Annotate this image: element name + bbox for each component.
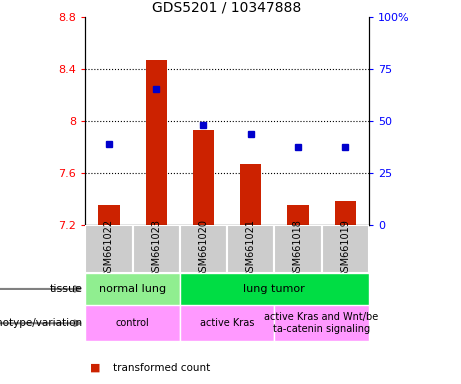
Bar xyxy=(85,305,180,341)
Text: tissue: tissue xyxy=(50,284,83,294)
Bar xyxy=(240,164,261,225)
Bar xyxy=(180,225,227,273)
Text: normal lung: normal lung xyxy=(99,284,166,294)
Text: GSM661020: GSM661020 xyxy=(198,219,208,278)
Bar xyxy=(85,273,180,305)
Text: lung tumor: lung tumor xyxy=(243,284,305,294)
Text: GSM661023: GSM661023 xyxy=(151,219,161,278)
Bar xyxy=(133,225,180,273)
Text: transformed count: transformed count xyxy=(113,363,210,373)
Bar xyxy=(98,205,119,225)
Text: active Kras: active Kras xyxy=(200,318,254,328)
Bar xyxy=(193,130,214,225)
Text: genotype/variation: genotype/variation xyxy=(0,318,83,328)
Title: GDS5201 / 10347888: GDS5201 / 10347888 xyxy=(153,1,301,15)
Text: control: control xyxy=(116,318,149,328)
Bar xyxy=(146,60,167,225)
Bar xyxy=(180,305,274,341)
Bar xyxy=(274,305,369,341)
Bar xyxy=(85,225,133,273)
Text: GSM661019: GSM661019 xyxy=(340,219,350,278)
Bar xyxy=(287,205,308,225)
Text: active Kras and Wnt/be
ta-catenin signaling: active Kras and Wnt/be ta-catenin signal… xyxy=(265,313,378,334)
Text: GSM661018: GSM661018 xyxy=(293,219,303,278)
Bar xyxy=(180,273,369,305)
Text: GSM661021: GSM661021 xyxy=(246,219,256,278)
Text: ■: ■ xyxy=(90,363,100,373)
Bar xyxy=(274,225,321,273)
Bar xyxy=(335,201,356,225)
Bar xyxy=(227,225,274,273)
Bar xyxy=(321,225,369,273)
Text: GSM661022: GSM661022 xyxy=(104,219,114,278)
